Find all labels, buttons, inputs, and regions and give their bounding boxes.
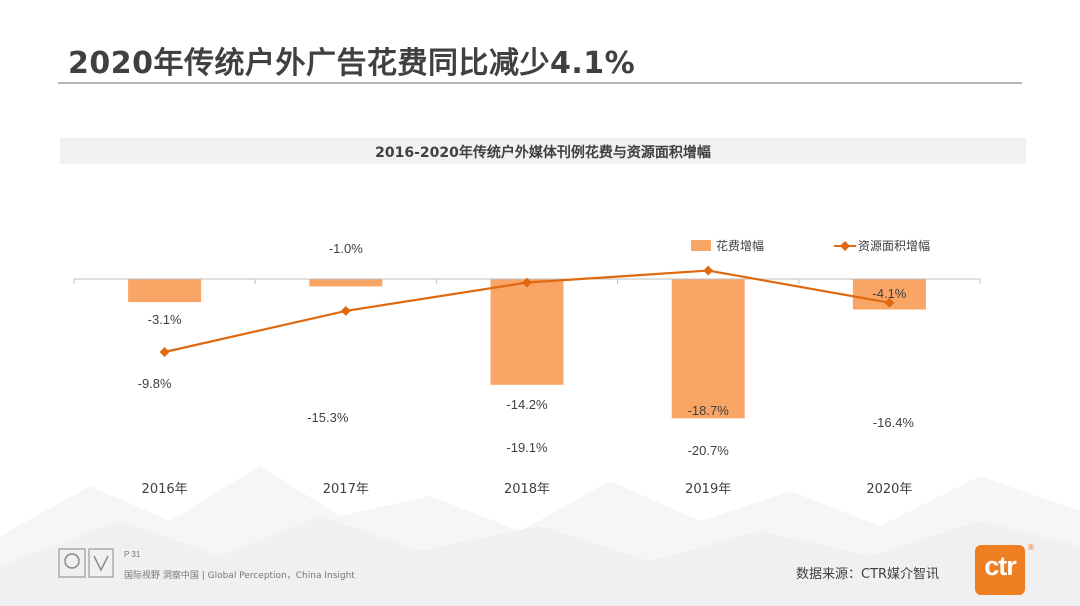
x-tick-label: 2019年: [685, 482, 731, 497]
certification-logos: [58, 548, 114, 578]
bar-spend-1: [309, 279, 383, 287]
x-tick-label: 2020年: [866, 482, 912, 497]
x-tick-label: 2018年: [504, 482, 550, 497]
chart-title: 2016-2020年传统户外媒体刊例花费与资源面积增幅: [375, 145, 711, 161]
page-title: 2020年传统户外广告花费同比减少4.1%: [68, 46, 636, 81]
legend-marker-area: [840, 241, 850, 251]
x-tick-label: 2016年: [142, 482, 188, 497]
bar-data-label: -18.7%: [688, 403, 730, 418]
bar-data-label: -1.0%: [329, 241, 363, 256]
registered-mark: ®: [1027, 543, 1035, 552]
mountain-background: [0, 466, 1080, 606]
line-data-label: -15.3%: [307, 410, 349, 425]
line-data-label: -20.7%: [688, 443, 730, 458]
line-point-2: [522, 277, 532, 288]
bar-spend-2: [490, 279, 564, 385]
bar-data-label: -14.2%: [506, 397, 548, 412]
line-point-1: [340, 305, 351, 316]
legend-label-spend: 花费增幅: [716, 238, 764, 253]
legend-swatch-spend: [691, 240, 711, 251]
bar-data-label: -3.1%: [148, 312, 182, 327]
data-source-note: 数据来源：CTR媒介智讯: [796, 567, 940, 582]
bar-data-label: -4.1%: [872, 286, 906, 301]
x-tick-label: 2017年: [323, 482, 369, 497]
line-point-0: [159, 347, 170, 357]
ctr-logo: ctr: [975, 545, 1025, 595]
bar-spend-3: [671, 279, 745, 419]
line-point-3: [703, 265, 714, 276]
legend-label-area: 资源面积增幅: [858, 238, 930, 253]
bar-spend-0: [128, 279, 202, 303]
chart-canvas: -3.1% -1.0% -14.2% -18.7% -4.1% -9.8% -15.3% -1…: [73, 238, 981, 497]
chart-title-band: 2016-2020年传统户外媒体刊例花费与资源面积增幅: [60, 138, 1026, 164]
line-data-label: -19.1%: [506, 440, 548, 455]
line-point-4: [884, 297, 895, 308]
line-data-label: -16.4%: [873, 415, 915, 430]
title-divider: [58, 82, 1022, 84]
ctr-logo-text: ctr: [984, 551, 1017, 581]
tagline: 国际视野 洞察中国 | Global Perception，China Insi…: [124, 571, 355, 581]
line-data-label: -9.8%: [138, 376, 172, 391]
page-number: P 31: [124, 550, 141, 559]
